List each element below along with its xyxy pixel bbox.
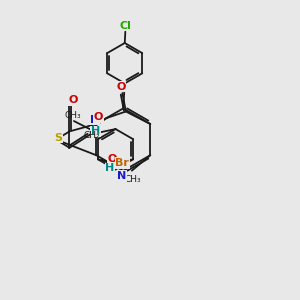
Text: CH₂: CH₂ [83, 131, 100, 140]
Text: Br: Br [115, 158, 129, 168]
Text: CH₃: CH₃ [124, 175, 141, 184]
Text: Cl: Cl [120, 21, 132, 31]
Text: O: O [107, 154, 117, 164]
Text: S: S [54, 133, 62, 142]
Text: O: O [94, 112, 103, 122]
Text: O: O [68, 95, 78, 105]
Text: H: H [91, 126, 100, 136]
Text: CH₃: CH₃ [64, 111, 81, 120]
Text: O: O [116, 82, 125, 92]
Text: N: N [90, 115, 99, 125]
Text: N: N [117, 171, 127, 181]
Text: H: H [105, 163, 115, 173]
